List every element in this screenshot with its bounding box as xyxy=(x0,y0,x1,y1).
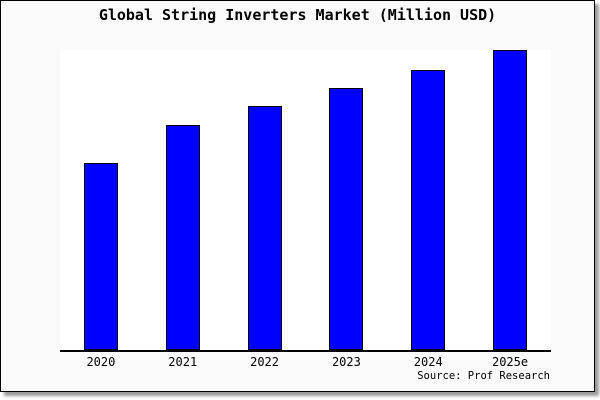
bar-series xyxy=(60,50,551,350)
bar-2023 xyxy=(329,87,364,350)
bar-slot xyxy=(224,50,306,350)
x-tick-label: 2022 xyxy=(250,355,280,369)
x-tick-label: 2023 xyxy=(331,355,361,369)
bar-slot xyxy=(142,50,224,350)
x-axis-tick-labels: 2020 2021 2022 2023 2024 2025e xyxy=(60,355,551,369)
bar-slot xyxy=(469,50,551,350)
chart-panel: Global String Inverters Market (Million … xyxy=(0,0,595,392)
chart-title: Global String Inverters Market (Million … xyxy=(98,6,497,24)
plot-area xyxy=(60,50,551,352)
bar-2024 xyxy=(411,69,446,350)
x-tick-label: 2021 xyxy=(168,355,198,369)
source-note: Source: Prof Research xyxy=(417,370,550,382)
bar-2020 xyxy=(83,162,118,350)
x-tick-label: 2025e xyxy=(491,355,529,369)
bar-slot xyxy=(387,50,469,350)
x-tick-label: 2024 xyxy=(413,355,443,369)
x-tick-label: 2020 xyxy=(86,355,116,369)
bar-2025e xyxy=(493,50,528,350)
bar-2021 xyxy=(165,125,200,350)
bar-2022 xyxy=(247,105,282,350)
bar-slot xyxy=(60,50,142,350)
bar-slot xyxy=(305,50,387,350)
